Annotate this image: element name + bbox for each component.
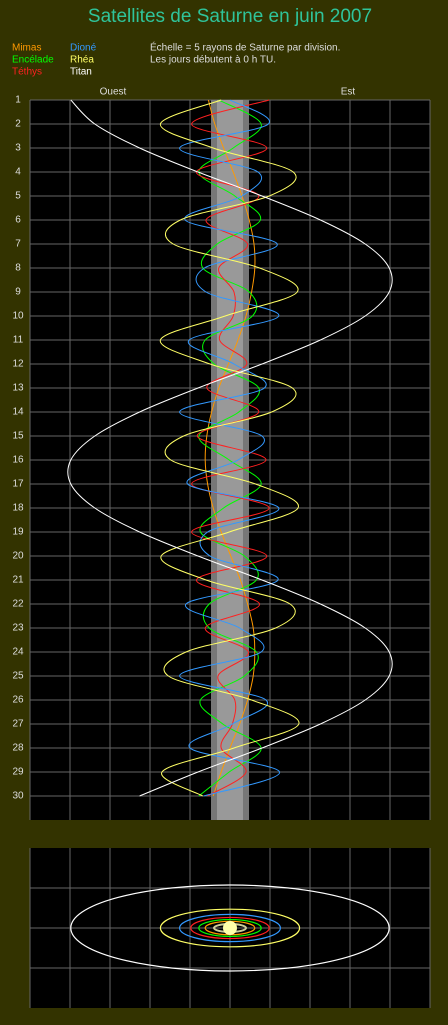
y-tick-label: 19 — [12, 527, 24, 538]
y-tick-label: 3 — [15, 143, 21, 154]
y-tick-label: 5 — [15, 191, 21, 202]
chart-title: Satellites de Saturne en juin 2007 — [88, 6, 372, 27]
note: Échelle = 5 rayons de Saturne par divisi… — [150, 41, 340, 54]
y-tick-label: 24 — [12, 647, 24, 658]
satellite-curve — [179, 99, 281, 797]
y-tick-label: 25 — [12, 671, 24, 682]
y-tick-label: 1 — [15, 95, 21, 106]
ring-band — [243, 100, 249, 820]
legend-entry: Titan — [70, 67, 92, 78]
y-tick-label: 2 — [15, 119, 21, 130]
orbit — [70, 884, 390, 972]
y-tick-label: 29 — [12, 767, 24, 778]
y-tick-label: 9 — [15, 287, 21, 298]
legend-entry: Encélade — [12, 55, 54, 66]
satellite-curve — [191, 99, 270, 797]
y-tick-label: 13 — [12, 383, 24, 394]
orbit — [179, 913, 282, 943]
y-tick-label: 18 — [12, 503, 24, 514]
orbit — [198, 918, 262, 938]
legend-entry: Téthys — [12, 67, 42, 78]
satellite-curve — [67, 99, 393, 797]
y-tick-label: 12 — [12, 359, 24, 370]
y-tick-label: 10 — [12, 311, 24, 322]
y-tick-label: 30 — [12, 791, 24, 802]
y-tick-label: 21 — [12, 575, 24, 586]
satellite-curve — [159, 99, 300, 797]
y-tick-label: 4 — [15, 167, 21, 178]
east-label: Est — [341, 87, 356, 98]
saturn — [213, 921, 247, 935]
planet — [223, 921, 237, 935]
orbit — [190, 916, 270, 940]
legend-entry: Rhéa — [70, 55, 94, 66]
y-tick-label: 23 — [12, 623, 24, 634]
legend-entry: Dioné — [70, 43, 97, 54]
y-tick-label: 20 — [12, 551, 24, 562]
y-tick-label: 8 — [15, 263, 21, 274]
curves — [67, 99, 393, 797]
y-tick-label: 7 — [15, 239, 21, 250]
legend-entry: Mimas — [12, 43, 41, 54]
y-tick-label: 15 — [12, 431, 24, 442]
satellite-curve — [204, 99, 256, 797]
y-tick-label: 6 — [15, 215, 21, 226]
y-tick-label: 22 — [12, 599, 24, 610]
orbit — [159, 908, 301, 948]
grid — [29, 99, 431, 1008]
ring-band — [211, 100, 217, 820]
y-tick-label: 11 — [13, 335, 24, 346]
note: Les jours débutent à 0 h TU. — [150, 55, 276, 66]
y-tick-label: 14 — [12, 407, 24, 418]
y-tick-label: 28 — [12, 743, 24, 754]
y-tick-label: 16 — [12, 455, 24, 466]
y-tick-label: 17 — [12, 479, 24, 490]
y-tick-label: 26 — [12, 695, 24, 706]
satellite-curve — [198, 99, 262, 797]
y-tick-label: 27 — [12, 719, 24, 730]
west-label: Ouest — [100, 87, 127, 98]
